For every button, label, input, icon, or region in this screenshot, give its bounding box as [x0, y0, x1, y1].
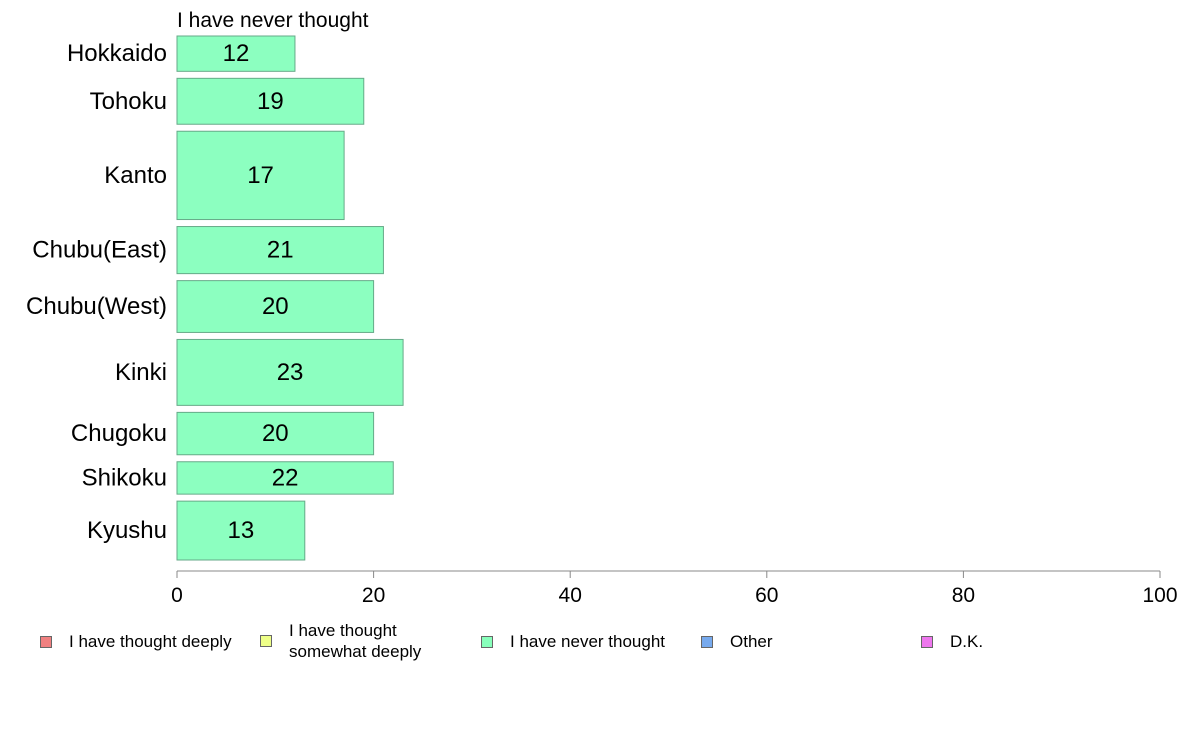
bar-tohoku: [176, 77, 365, 125]
data-label-kyushu: 13: [228, 517, 255, 544]
data-label-kinki: 23: [277, 359, 304, 386]
x-tick-label-20: 20: [362, 584, 385, 607]
bar-shikoku: [176, 461, 394, 495]
data-label-kanto: 17: [247, 162, 274, 189]
legend-item-dk: D.K.: [921, 631, 983, 652]
legend-swatch: [921, 635, 933, 648]
category-label-chugoku: Chugoku: [71, 420, 167, 447]
data-label-chubu-east: 21: [267, 237, 294, 264]
legend-label: D.K.: [950, 632, 984, 651]
data-label-tohoku: 19: [257, 88, 284, 115]
x-tick-label-100: 100: [1142, 584, 1177, 607]
x-tick-label-40: 40: [559, 584, 582, 607]
chart-title: I have never thought: [177, 9, 369, 32]
data-label-chugoku: 20: [262, 420, 289, 447]
category-label-kanto: Kanto: [104, 162, 167, 189]
data-label-hokkaido: 12: [223, 40, 250, 67]
category-label-kinki: Kinki: [115, 359, 167, 386]
data-label-shikoku: 22: [272, 464, 299, 491]
bar-hokkaido: [176, 35, 296, 72]
legend-label: I have thought somewhat deeply: [289, 621, 422, 661]
legend-swatch: [481, 635, 493, 648]
x-tick-label-80: 80: [952, 584, 975, 607]
x-tick-label-0: 0: [171, 584, 183, 607]
bar-chugoku: [176, 411, 375, 456]
legend-label: Other: [730, 632, 773, 651]
legend-item-other: Other: [701, 631, 773, 652]
category-label-chubu-west: Chubu(West): [26, 293, 167, 320]
x-tick-label-60: 60: [755, 584, 778, 607]
legend-item-thought-deeply: I have thought deeply: [40, 631, 232, 652]
legend-swatch: [701, 635, 713, 648]
legend-swatch: [40, 635, 52, 648]
category-label-kyushu: Kyushu: [87, 517, 167, 544]
category-label-tohoku: Tohoku: [90, 88, 167, 115]
bar-kyushu: [176, 500, 306, 561]
bar-kinki: [176, 338, 404, 406]
data-label-chubu-west: 20: [262, 293, 289, 320]
category-label-chubu-east: Chubu(East): [32, 237, 167, 264]
x-axis: 0 20 40 60 80 100: [171, 570, 1178, 607]
legend-label: I have thought deeply: [69, 632, 232, 651]
bar-chubu-west: [176, 280, 375, 333]
bars-layer: Hokkaido 12 Tohoku 19 Kanto 17 Chubu(East) 21 Ch…: [26, 35, 404, 561]
legend-item-thought-somewhat-deeply: I have thought somewhat deeply: [260, 620, 421, 662]
category-label-shikoku: Shikoku: [82, 464, 167, 491]
legend-label: I have never thought: [510, 632, 666, 651]
legend-swatch: [260, 635, 272, 647]
bar-kanto: [176, 130, 345, 221]
bar-chubu-east: [176, 226, 384, 275]
category-label-hokkaido: Hokkaido: [67, 40, 167, 67]
legend: I have thought deeply I have thought som…: [0, 618, 1188, 668]
legend-item-never-thought: I have never thought: [481, 631, 665, 652]
